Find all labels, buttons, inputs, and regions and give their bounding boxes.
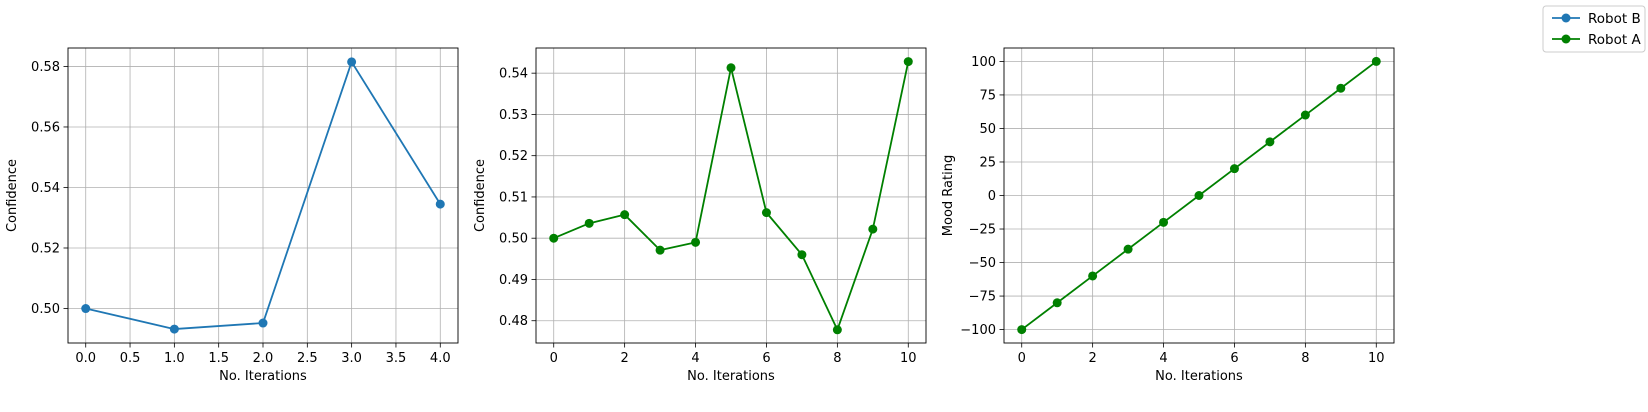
figure-legend: Robot B Robot A <box>1542 5 1646 53</box>
data-point <box>1088 271 1098 281</box>
data-point <box>347 57 357 67</box>
y-tick-label: 25 <box>979 155 996 170</box>
x-tick-label: 4 <box>1159 351 1167 366</box>
data-point <box>620 210 630 220</box>
y-tick-label: 0.53 <box>499 108 528 123</box>
x-tick-label: 8 <box>833 351 841 366</box>
data-point <box>584 218 594 228</box>
x-tick-label: 0 <box>1018 351 1026 366</box>
x-tick-label: 1.0 <box>164 351 185 366</box>
x-tick-label: 2 <box>1088 351 1096 366</box>
y-tick-label: −100 <box>960 323 996 338</box>
y-tick-label: 0.49 <box>499 273 528 288</box>
legend-marker-robot-a <box>1561 34 1571 44</box>
x-tick-label: 2 <box>620 351 628 366</box>
y-axis-label: Confidence <box>5 159 20 232</box>
data-point <box>1017 325 1027 335</box>
y-tick-label: 0.50 <box>31 302 60 317</box>
data-point <box>1336 83 1346 93</box>
x-tick-label: 2.5 <box>297 351 318 366</box>
y-tick-label: 100 <box>971 55 996 70</box>
y-tick-label: −25 <box>969 223 996 238</box>
x-axis-label: No. Iterations <box>687 369 775 384</box>
data-point <box>1123 244 1133 254</box>
y-tick-label: 0.48 <box>499 314 528 329</box>
data-point <box>691 237 701 247</box>
x-tick-label: 6 <box>762 351 770 366</box>
x-tick-label: 0 <box>550 351 558 366</box>
x-tick-label: 2.0 <box>253 351 274 366</box>
data-point <box>832 325 842 335</box>
data-point <box>1229 164 1239 174</box>
x-axis-label: No. Iterations <box>219 369 307 384</box>
x-axis-label: No. Iterations <box>1155 369 1243 384</box>
y-tick-label: 75 <box>979 88 996 103</box>
x-tick-label: 10 <box>1368 351 1385 366</box>
x-tick-label: 4.0 <box>430 351 451 366</box>
y-tick-label: 0.54 <box>31 181 60 196</box>
data-point <box>1194 191 1204 200</box>
data-point <box>1371 56 1381 66</box>
y-tick-label: 0.52 <box>499 149 528 164</box>
data-point <box>726 63 736 73</box>
x-tick-label: 4 <box>691 351 699 366</box>
data-point <box>655 245 665 255</box>
series-line <box>553 61 910 331</box>
legend-label-robot-a: Robot A <box>1588 32 1641 48</box>
x-tick-label: 10 <box>900 351 917 366</box>
y-tick-label: 0.58 <box>31 60 60 75</box>
data-point <box>868 224 878 234</box>
subplot-3: 0 2 4 6 8 10 −100 −75 −50 −25 0 25 50 75 100 No. Iterat… <box>941 47 1395 384</box>
x-tick-label: 3.0 <box>341 351 362 366</box>
legend-entry-robot-a: Robot A <box>1552 32 1641 48</box>
subplot-1: 0.0 0.5 1.0 1.5 2.0 2.5 3.0 3.5 4.0 0.50 0.52 0.54 0… <box>5 47 459 384</box>
data-point <box>1159 217 1169 227</box>
subplot-2: 0 2 4 6 8 10 0.48 0.49 0.50 0.51 0.52 0.53 0.54 No. I… <box>473 47 927 384</box>
data-point <box>435 199 445 209</box>
x-tick-label: 3.5 <box>386 351 407 366</box>
data-point <box>903 57 913 67</box>
y-tick-label: 0.50 <box>499 232 528 247</box>
x-tick-label: 8 <box>1301 351 1309 366</box>
x-tick-label: 6 <box>1230 351 1238 366</box>
legend-marker-robot-b <box>1561 13 1571 23</box>
y-axis-label: Mood Rating <box>941 155 956 236</box>
y-tick-label: 0.51 <box>499 190 528 205</box>
legend-entry-robot-b: Robot B <box>1552 11 1641 27</box>
data-point <box>761 208 771 218</box>
y-tick-label: −50 <box>969 256 996 271</box>
data-point <box>1052 298 1062 308</box>
x-tick-label: 0.5 <box>120 351 141 366</box>
data-point <box>258 318 268 328</box>
axes-frame <box>1003 47 1395 344</box>
data-point <box>549 233 559 243</box>
data-point <box>1265 137 1275 147</box>
y-tick-label: −75 <box>969 290 996 305</box>
y-tick-label: 50 <box>979 122 996 137</box>
y-axis-label: Confidence <box>473 159 488 232</box>
x-tick-label: 1.5 <box>208 351 229 366</box>
legend-label-robot-b: Robot B <box>1588 11 1641 27</box>
y-tick-label: 0.52 <box>31 241 60 256</box>
axes-frame <box>535 47 927 344</box>
y-tick-label: 0 <box>988 189 996 204</box>
y-tick-label: 0.54 <box>499 67 528 82</box>
data-point <box>169 324 179 334</box>
x-tick-label: 0.0 <box>75 351 96 366</box>
data-point <box>81 304 91 314</box>
y-tick-label: 0.56 <box>31 120 60 135</box>
data-point <box>1300 110 1310 120</box>
data-point <box>797 250 807 260</box>
axes-frame <box>67 47 459 344</box>
